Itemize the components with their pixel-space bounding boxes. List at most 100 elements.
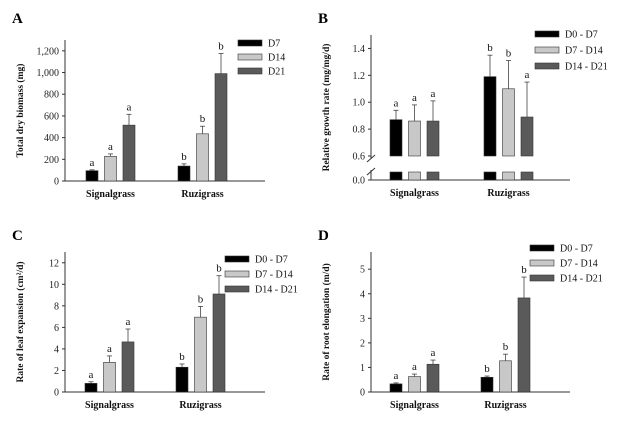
y-tick-label: 0 [54, 388, 59, 399]
legend-label: D7 - D14 [560, 259, 598, 270]
x-category-label: Ruzigrass [487, 188, 529, 199]
legend-label: D7 - D14 [565, 46, 603, 57]
significance-letter: a [126, 316, 131, 328]
bar-stub [426, 171, 440, 181]
legend-label: D0 - D7 [255, 255, 288, 266]
legend-swatch [529, 259, 555, 267]
y-tick-label: 4 [54, 344, 59, 355]
legend-swatch [529, 274, 555, 282]
bar [177, 165, 191, 182]
significance-letter: a [90, 157, 95, 169]
significance-letter: a [394, 97, 399, 109]
y-axis-label: Rate of root elongation (m/d) [321, 263, 332, 381]
panel-label: A [12, 11, 23, 27]
bar [502, 88, 515, 157]
y-axis-label: Relative growth rate (mg/mg/d) [321, 44, 332, 172]
y-tick-label: 10 [49, 280, 59, 291]
bar-stub [408, 171, 421, 181]
bar [194, 316, 207, 393]
x-category-label: Signalgrass [390, 400, 439, 411]
y-tick-label: 5 [360, 265, 365, 276]
legend-swatch [534, 30, 560, 38]
legend-label: D7 [268, 39, 280, 50]
bar [121, 341, 135, 393]
y-tick-label: 800 [44, 90, 59, 101]
significance-letter: b [200, 113, 206, 125]
axis-break-mark [366, 167, 376, 176]
significance-letter: a [431, 88, 436, 100]
bar [122, 124, 136, 182]
y-tick-label: 6 [54, 323, 59, 334]
bar [520, 116, 534, 157]
y-tick-label: 8 [54, 301, 59, 312]
legend-swatch [237, 53, 263, 61]
significance-letter: b [179, 351, 185, 363]
significance-letter: a [412, 92, 417, 104]
bar [389, 383, 403, 393]
significance-letter: b [484, 363, 490, 375]
y-tick-label: 3 [360, 314, 365, 325]
legend-label: D0 - D7 [565, 30, 598, 41]
significance-letter: b [181, 151, 187, 163]
bar-stub [520, 171, 534, 181]
y-tick-label: 1,000 [37, 68, 60, 79]
bar [103, 362, 116, 393]
significance-letter: a [412, 361, 417, 373]
significance-letter: a [525, 69, 530, 81]
bar [517, 297, 531, 393]
y-tick-label: 1,200 [37, 46, 60, 57]
bar [214, 73, 228, 182]
bar [426, 363, 440, 393]
significance-letter: a [89, 369, 94, 381]
y-tick-label: 1.2 [353, 71, 366, 82]
bar [408, 120, 421, 157]
bar [483, 76, 497, 157]
y-tick-label: 12 [49, 258, 59, 269]
y-tick-label: 0.8 [353, 125, 366, 136]
x-category-label: Signalgrass [390, 188, 439, 199]
x-category-label: Ruzigrass [484, 400, 526, 411]
legend-swatch [529, 244, 555, 252]
bar-stub [483, 171, 497, 181]
significance-letter: a [127, 101, 132, 113]
bar [175, 366, 189, 393]
significance-letter: a [107, 343, 112, 355]
y-tick-label: 4 [360, 289, 365, 300]
legend-label: D21 [268, 67, 285, 78]
legend-label: D14 - D21 [560, 274, 603, 285]
y-tick-label: 0 [54, 177, 59, 188]
y-tick-label: 2 [360, 338, 365, 349]
significance-letter: b [506, 48, 512, 60]
bar-stub [389, 171, 403, 181]
legend-swatch [534, 62, 560, 70]
significance-letter: b [521, 264, 527, 276]
legend-swatch [237, 67, 263, 75]
bar [84, 383, 98, 393]
panel-label: C [12, 228, 23, 244]
y-tick-label: 2 [54, 366, 59, 377]
x-category-label: Signalgrass [86, 189, 135, 200]
significance-letter: a [394, 370, 399, 382]
bar-stub [502, 171, 515, 181]
x-category-label: Ruzigrass [181, 189, 223, 200]
legend-swatch [224, 255, 250, 263]
bar [85, 170, 99, 182]
legend-label: D0 - D7 [560, 244, 593, 255]
significance-letter: b [487, 42, 493, 54]
legend-label: D14 [268, 53, 285, 64]
y-tick-label: 0.6 [353, 152, 366, 163]
legend-label: D14 - D21 [565, 62, 608, 73]
y-tick-label: 0 [360, 388, 365, 399]
legend-swatch [224, 270, 250, 278]
significance-letter: b [216, 263, 222, 275]
y-axis-label: Total dry biomass (mg) [15, 64, 26, 158]
y-tick-label: 200 [44, 155, 59, 166]
x-category-label: Ruzigrass [179, 400, 221, 411]
bar [408, 376, 421, 393]
y-tick-label: 600 [44, 111, 59, 122]
bar [104, 155, 117, 182]
y-axis-label: Rate of leaf expansion (cm²/d) [15, 261, 26, 382]
y-tick-label: 400 [44, 133, 59, 144]
x-category-label: Signalgrass [85, 400, 134, 411]
